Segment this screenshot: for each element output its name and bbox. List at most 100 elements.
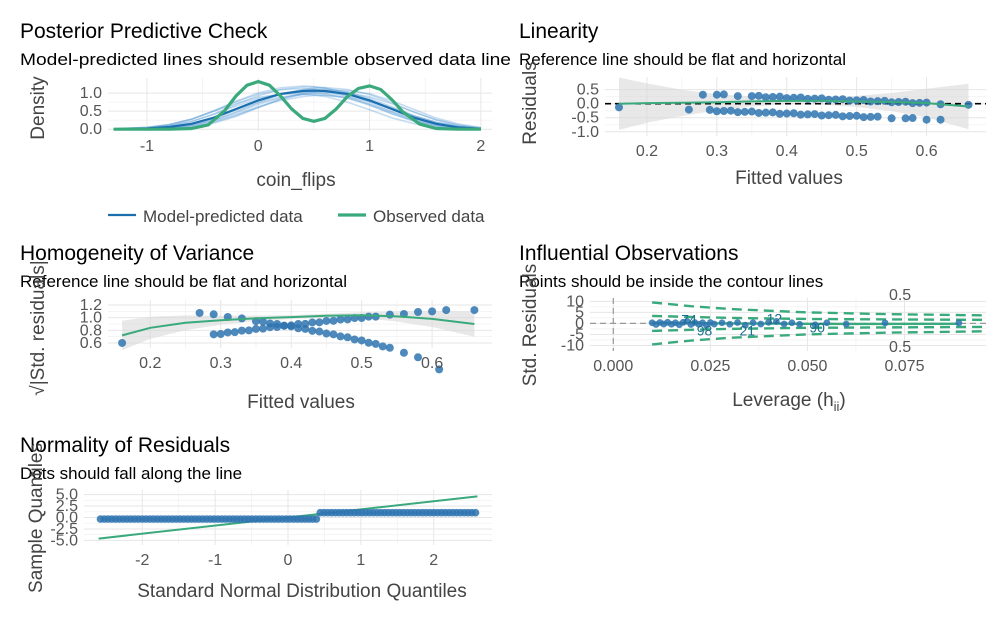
influential-points: [648, 318, 963, 329]
variance-point: [209, 330, 218, 339]
residual-point: [887, 114, 896, 123]
residual-point: [782, 109, 791, 118]
qq-point: [312, 515, 321, 523]
y-tick-label: -10: [561, 337, 584, 354]
ppc-y-axis-label: Density: [28, 76, 49, 140]
influential-title: Influential Observations: [519, 242, 738, 265]
residual-point: [754, 91, 763, 100]
point-label: 90: [809, 319, 825, 335]
y-tick-label: 0.8: [80, 322, 102, 339]
y-tick-label: 5.0: [56, 487, 78, 504]
residual-point: [803, 110, 812, 119]
ppc-title: Posterior Predictive Check: [20, 20, 268, 43]
y-tick-label: -2.5: [50, 521, 78, 538]
residual-point: [845, 112, 854, 121]
residual-point: [719, 106, 728, 115]
ppc-observed-line: [113, 79, 481, 131]
variance-point: [259, 317, 268, 326]
variance-point: [336, 315, 345, 324]
legend-label-observed: Observed data: [373, 207, 485, 226]
normality-title: Normality of Residuals: [20, 434, 230, 457]
residual-point: [838, 112, 847, 121]
residual-point: [733, 108, 742, 117]
legend-label-predicted: Model-predicted data: [143, 207, 303, 226]
homogeneity-subtitle: Reference line should be flat and horizo…: [20, 272, 347, 291]
residual-point: [768, 108, 777, 117]
residual-point: [614, 103, 623, 112]
x-tick-label: -1: [140, 138, 154, 155]
variance-point: [251, 324, 260, 333]
x-tick-label: 0.5: [351, 355, 373, 372]
residual-point: [922, 115, 931, 124]
influence-point: [780, 320, 788, 328]
residual-point: [733, 92, 742, 101]
linearity-y-ticks: -1.0-0.50.00.5: [571, 82, 599, 141]
residual-point: [908, 114, 917, 123]
y-tick-label: 0: [575, 315, 584, 332]
variance-point: [364, 312, 373, 321]
influence-point: [765, 318, 772, 326]
residual-point: [831, 95, 840, 104]
point-label: 74: [681, 311, 697, 327]
homogeneity-x-ticks: 0.2 0.3 0.4 0.5 0.6: [139, 355, 443, 372]
y-tick-label: 0.0: [577, 96, 599, 113]
point-label: 21: [739, 322, 755, 338]
residual-point: [789, 93, 798, 102]
ppc-legend: Model-predicted data Observed data: [108, 207, 485, 226]
residual-point: [852, 96, 861, 105]
residual-point: [796, 110, 805, 119]
influence-point: [811, 321, 819, 329]
variance-point: [350, 335, 359, 344]
variance-point: [385, 310, 394, 319]
residual-point: [859, 113, 868, 122]
contour-inner-upper: [652, 314, 987, 322]
homogeneity-x-axis-label: Fitted values: [247, 392, 355, 413]
residual-point: [852, 111, 861, 120]
panel-normality: Normality of Residuals Dots should fall …: [20, 434, 492, 602]
x-tick-label: 2: [429, 552, 438, 569]
influence-point: [823, 319, 831, 327]
influence-point: [881, 319, 889, 327]
variance-point: [315, 327, 324, 336]
influential-x-ticks: 0.000 0.025 0.050 0.075: [593, 358, 924, 375]
x-tick-label: 0: [284, 552, 293, 569]
qq-point: [471, 508, 480, 517]
variance-point: [442, 306, 451, 315]
y-tick-label: 0.5: [577, 82, 599, 99]
linearity-subtitle: Reference line should be flat and horizo…: [519, 50, 846, 69]
contour-outer-upper: [651, 301, 987, 317]
variance-point: [343, 333, 352, 342]
variance-point: [385, 343, 394, 352]
homogeneity-smooth-line: [121, 314, 475, 337]
residual-point: [747, 92, 756, 101]
influence-point: [710, 320, 718, 328]
influence-point: [726, 320, 734, 328]
variance-point: [118, 338, 127, 347]
variance-point: [308, 318, 317, 327]
influence-point: [741, 321, 749, 329]
normality-y-ticks: -5.0-2.50.02.55.0: [50, 487, 78, 550]
variance-point: [195, 308, 204, 317]
y-tick-label: 2.5: [56, 498, 78, 515]
linearity-x-axis-label: Fitted values: [735, 168, 843, 189]
x-tick-label: 0.050: [787, 358, 827, 375]
normality-points: [96, 508, 480, 523]
residual-point: [754, 108, 763, 117]
influential-x-axis-label: Leverage (hii): [732, 390, 846, 414]
ppc-x-axis-label: coin_flips: [256, 170, 335, 191]
residual-point: [726, 106, 735, 115]
ppc-grid: [108, 78, 492, 131]
variance-point: [280, 321, 289, 330]
variance-point: [414, 353, 423, 362]
variance-point: [237, 326, 246, 335]
residual-point: [712, 107, 721, 116]
residual-point: [824, 95, 833, 104]
ppc-x-ticks: -1 0 1 2: [140, 138, 486, 155]
variance-point: [209, 310, 218, 319]
x-tick-label: 0.2: [636, 143, 658, 160]
normality-y-axis-label: Sample Quantiles: [26, 443, 47, 593]
panel-homogeneity: Homogeneity of Variance Reference line s…: [20, 242, 492, 413]
variance-point: [428, 307, 437, 316]
x-tick-label: -2: [135, 552, 149, 569]
